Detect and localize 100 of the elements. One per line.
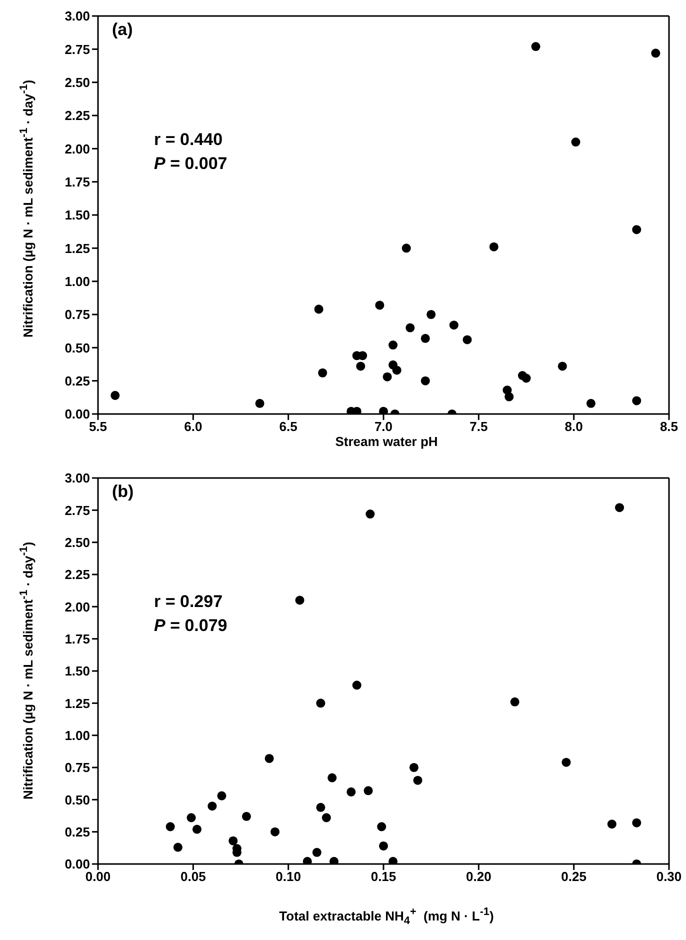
y-tick-label: 1.25 bbox=[64, 696, 90, 711]
x-tick-label: 0.10 bbox=[276, 869, 301, 884]
point bbox=[378, 406, 388, 414]
annotation: (a) bbox=[112, 20, 133, 40]
point bbox=[388, 340, 398, 350]
point bbox=[392, 366, 402, 375]
point bbox=[420, 334, 430, 343]
y-tick-label: 1.00 bbox=[64, 728, 90, 743]
point bbox=[314, 304, 324, 314]
y-tick-label: 1.25 bbox=[64, 240, 90, 256]
x-tick-label: 7.0 bbox=[374, 419, 393, 434]
annotation: r = 0.440 bbox=[154, 129, 224, 151]
point bbox=[352, 680, 362, 690]
point bbox=[270, 827, 280, 836]
x-tick-label: 7.5 bbox=[470, 419, 488, 434]
x-axis-title: Total extractable NH$_{4}$$^{+}$ (mg N · L$^{-1}$) bbox=[278, 906, 495, 927]
point bbox=[377, 822, 386, 832]
y-tick-label: 1.00 bbox=[64, 274, 90, 289]
point bbox=[571, 138, 580, 147]
point bbox=[632, 225, 642, 234]
point bbox=[449, 320, 458, 330]
x-tick-label: 6.5 bbox=[279, 419, 298, 434]
x-tick-label: 8.5 bbox=[660, 419, 678, 434]
point bbox=[318, 368, 328, 378]
y-tick-label: 0.00 bbox=[64, 406, 90, 422]
point bbox=[615, 503, 624, 512]
y-tick-label: 0.50 bbox=[64, 792, 90, 808]
point bbox=[531, 42, 540, 52]
x-tick-label: 0.15 bbox=[370, 869, 396, 884]
y-tick-label: 1.75 bbox=[64, 174, 90, 190]
y-tick-label: 1.50 bbox=[64, 208, 90, 223]
point bbox=[489, 242, 498, 252]
point bbox=[382, 372, 392, 382]
y-tick-label: 2.25 bbox=[64, 567, 90, 582]
point bbox=[651, 48, 660, 58]
y-tick-label: 2.75 bbox=[64, 502, 90, 518]
point bbox=[312, 848, 322, 857]
y-tick-label: 0.75 bbox=[64, 307, 90, 322]
point bbox=[295, 596, 304, 605]
y-tick-label: 3.00 bbox=[64, 470, 90, 486]
y-tick-label: 1.75 bbox=[64, 631, 90, 646]
point bbox=[504, 392, 514, 402]
y-tick-label: 0.50 bbox=[64, 340, 90, 356]
y-tick-label: 1.50 bbox=[64, 664, 90, 679]
point bbox=[413, 776, 422, 785]
point bbox=[364, 786, 373, 796]
point bbox=[409, 762, 418, 772]
y-tick-label: 2.00 bbox=[64, 599, 90, 614]
point bbox=[356, 362, 366, 371]
y-tick-label: 0.00 bbox=[64, 856, 90, 872]
point bbox=[192, 824, 202, 834]
y-tick-label: 0.25 bbox=[64, 373, 90, 388]
point bbox=[426, 310, 436, 320]
x-tick-label: 0.05 bbox=[180, 869, 206, 884]
point bbox=[378, 841, 388, 850]
point bbox=[302, 856, 312, 864]
x-tick-label: 6.0 bbox=[184, 419, 202, 434]
point bbox=[562, 758, 571, 767]
point bbox=[632, 818, 642, 828]
annotation: r = 0.297 bbox=[154, 591, 224, 613]
point bbox=[255, 398, 264, 408]
x-tick-label: 8.0 bbox=[564, 419, 583, 434]
point bbox=[388, 856, 398, 864]
y-tick-label: 0.25 bbox=[64, 824, 90, 840]
point bbox=[402, 244, 411, 253]
point bbox=[316, 698, 326, 708]
annotation: P = 0.079 bbox=[154, 615, 228, 637]
point bbox=[346, 787, 356, 796]
point bbox=[522, 374, 531, 383]
y-tick-label: 0.75 bbox=[64, 760, 90, 776]
y-tick-label: 2.00 bbox=[64, 141, 90, 156]
point bbox=[510, 697, 520, 706]
y-tick-label: 3.00 bbox=[64, 8, 90, 24]
point bbox=[330, 856, 339, 864]
point bbox=[322, 813, 331, 822]
x-tick-label: 0.25 bbox=[561, 869, 586, 884]
point bbox=[632, 396, 642, 406]
x-tick-label: 0.30 bbox=[656, 869, 682, 884]
x-axis-title: Stream water pH bbox=[334, 434, 439, 449]
y-tick-label: 2.75 bbox=[64, 42, 90, 57]
point bbox=[217, 791, 226, 800]
point bbox=[186, 813, 196, 822]
point bbox=[228, 836, 238, 846]
point bbox=[166, 822, 175, 832]
point bbox=[110, 390, 120, 400]
y-tick-label: 2.25 bbox=[64, 108, 90, 124]
point bbox=[586, 398, 596, 408]
y-tick-label: 2.50 bbox=[64, 534, 90, 550]
point bbox=[462, 335, 472, 344]
point bbox=[242, 812, 251, 821]
y-tick-label: 2.50 bbox=[64, 74, 90, 90]
point bbox=[173, 842, 182, 852]
point bbox=[328, 773, 337, 782]
point bbox=[558, 362, 567, 371]
point bbox=[607, 820, 616, 829]
point bbox=[375, 300, 384, 310]
annotation: (b) bbox=[112, 482, 134, 502]
annotation: P = 0.007 bbox=[154, 153, 228, 175]
point bbox=[208, 802, 217, 811]
point bbox=[420, 376, 430, 386]
